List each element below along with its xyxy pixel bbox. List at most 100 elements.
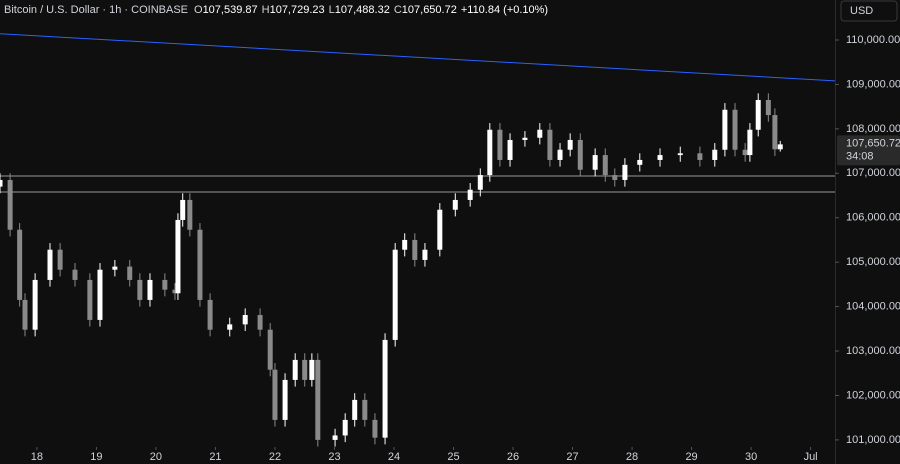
last-price-label: 107,650.72 — [846, 137, 900, 149]
candle-body — [592, 155, 598, 170]
candle-body — [332, 435, 338, 440]
candle-body — [172, 289, 178, 294]
x-tick-label: 18 — [31, 451, 43, 463]
candle-body — [577, 139, 583, 170]
ohlc-label: H — [262, 4, 270, 16]
x-tick-label: 26 — [507, 451, 519, 463]
last-price-box — [837, 135, 900, 166]
change: +110.84 (+0.10%) — [461, 4, 548, 16]
candle-body — [777, 144, 783, 150]
countdown: 34:08 — [846, 150, 874, 162]
y-tick-label: 103,000.00 — [846, 345, 900, 357]
candle-body — [147, 279, 153, 300]
candle-body — [547, 129, 553, 160]
candle-body — [97, 269, 103, 320]
candle-body — [162, 279, 168, 290]
candle-body — [612, 175, 618, 180]
ohlc-value: 107,539.87 — [203, 4, 258, 16]
symbol: Bitcoin / U.S. Dollar · 1h · COINBASE — [4, 4, 188, 16]
x-tick-label: 21 — [209, 451, 221, 463]
candle-body — [657, 155, 663, 160]
y-tick-label: 108,000.00 — [846, 123, 900, 135]
y-tick-label: 104,000.00 — [846, 300, 900, 312]
x-tick-label: Jul — [804, 451, 818, 463]
candle-body — [557, 149, 563, 160]
candle-body — [127, 266, 133, 280]
x-tick-label: 20 — [150, 451, 162, 463]
candle-body — [712, 149, 718, 160]
x-tick-label: 30 — [745, 451, 757, 463]
header: Bitcoin / U.S. Dollar · 1h · COINBASE O10… — [4, 4, 548, 16]
candle-body — [7, 179, 13, 230]
candle-body — [722, 109, 728, 150]
candle-body — [392, 249, 398, 340]
candle-body — [772, 115, 778, 150]
x-tick-label: 19 — [90, 451, 102, 463]
plot — [0, 33, 836, 447]
y-tick-label: 109,000.00 — [846, 78, 900, 90]
candle-body — [467, 189, 473, 200]
candle-body — [497, 129, 503, 160]
candle-body — [47, 249, 53, 280]
axes: 101,000.00 102,000.00 103,000.00 104,000.00… — [31, 0, 900, 463]
y-tick-label: 105,000.00 — [846, 256, 900, 268]
candle-body — [267, 329, 273, 370]
candle-body — [207, 299, 213, 330]
candle-body — [372, 419, 378, 438]
ohlc-value: 107,488.32 — [335, 4, 390, 16]
candle-body — [22, 299, 28, 330]
candle-body — [402, 239, 408, 250]
y-tick-label: 102,000.00 — [846, 389, 900, 401]
candle-body — [342, 419, 348, 436]
candle-body — [72, 269, 78, 280]
y-tick-label: 107,000.00 — [846, 167, 900, 179]
candle-body — [412, 239, 418, 260]
candle-body — [187, 199, 193, 230]
x-tick-label: 29 — [685, 451, 697, 463]
candle-body — [437, 209, 443, 250]
candle-body — [87, 279, 93, 320]
x-tick-label: 27 — [566, 451, 578, 463]
candle-body — [362, 399, 368, 420]
candle-body — [112, 266, 118, 270]
ohlc-label: L — [329, 4, 335, 16]
candle-body — [197, 229, 203, 300]
currency: USD — [850, 5, 873, 17]
trend-line — [0, 33, 836, 82]
candle-body — [567, 139, 573, 150]
candle-body — [522, 137, 528, 140]
candle-body — [352, 399, 358, 420]
candle-body — [309, 359, 315, 380]
x-tick-label: 25 — [447, 451, 459, 463]
candle-body — [487, 129, 493, 176]
x-tick-label: 23 — [328, 451, 340, 463]
candle-body — [637, 159, 643, 165]
candle-body — [302, 359, 308, 380]
candle-body — [697, 153, 703, 160]
candle-body — [0, 179, 3, 187]
y-tick-label: 101,000.00 — [846, 434, 900, 446]
candle-body — [622, 164, 628, 180]
header-line: Bitcoin / U.S. Dollar · 1h · COINBASE O10… — [4, 4, 548, 16]
ohlc-label: O — [194, 4, 203, 16]
y-tick-label: 106,000.00 — [846, 212, 900, 224]
currency-box — [840, 0, 898, 22]
candle-body — [272, 369, 278, 420]
candle-body — [677, 153, 683, 156]
candle-body — [227, 324, 233, 330]
candle-body — [422, 249, 428, 260]
candle-body — [315, 359, 321, 440]
x-tick-label: 22 — [269, 451, 281, 463]
candle-body — [292, 359, 298, 380]
candle-body — [765, 99, 771, 116]
candle-body — [537, 129, 543, 138]
candle-body — [242, 315, 248, 325]
candle-body — [180, 199, 186, 220]
candle-body — [452, 199, 458, 210]
candle-body — [507, 139, 513, 160]
candle-body — [57, 249, 63, 270]
candle-body — [747, 129, 753, 156]
candle-body — [175, 219, 181, 294]
